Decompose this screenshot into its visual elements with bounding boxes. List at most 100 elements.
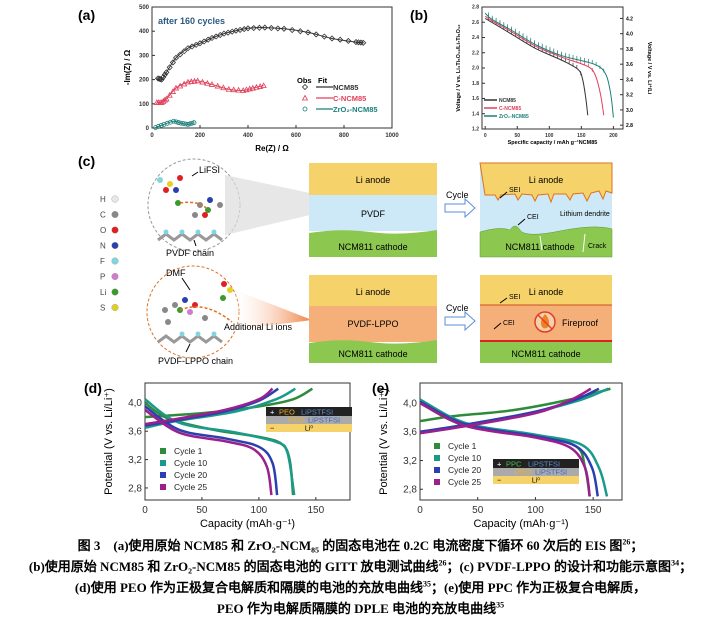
legend-swatch: [434, 479, 440, 485]
legend-swatch: [434, 443, 440, 449]
y-tick-label: 2.2: [472, 50, 479, 56]
charge-curve-cycle-20: [419, 387, 600, 434]
legend-entry: Cycle 25: [174, 482, 207, 492]
cell-top-anode: Li anode: [356, 175, 391, 185]
caption-line-2: (b)使用原始 NCM85 和 ZrO₂-NCM85 的固态电池的 GITT 放…: [0, 556, 721, 575]
data-point-diamond: [280, 25, 288, 32]
data-point-circle: [178, 120, 184, 126]
atom-label-f: F: [100, 257, 105, 266]
x-tick-label: 150: [585, 505, 602, 516]
y-right-tick-label: 3.0: [626, 108, 633, 114]
data-point-triangle: [184, 78, 192, 85]
y-tick-label: 2.4: [472, 35, 479, 41]
discharge-curve-cycle-20: [419, 400, 599, 497]
data-point-diamond: [160, 74, 167, 81]
legend-entry: ZrO₂-NCM85: [499, 114, 529, 120]
inset-anode-layer: [493, 476, 579, 484]
y-axis-label: Potential (V vs. Li/Li⁺): [103, 388, 115, 495]
caption-ref: 35: [422, 579, 431, 589]
cycled-top-anode: Li anode: [529, 175, 564, 185]
caption-line-4: PEO 作为电解质隔膜的 DPLE 电池的充放电曲线35: [0, 598, 721, 617]
plot-frame: [144, 382, 351, 501]
y-right-tick-label: 4.0: [626, 32, 633, 38]
atom-s-icon: [111, 304, 119, 312]
data-point-diamond: [189, 43, 196, 50]
y-tick-label: 1.8: [472, 81, 479, 87]
data-point-diamond: [345, 37, 352, 44]
annotation-after-cycles: after 160 cycles: [158, 16, 225, 26]
data-point-diamond: [297, 28, 304, 35]
label-additional-li-ions: Additional Li ions: [224, 322, 293, 332]
legend-entry: Cycle 1: [174, 446, 203, 456]
x-tick-label: 150: [577, 133, 586, 139]
caption-text: (d)使用 PEO 作为正极复合电解质和隔膜的电池的充放电曲线: [74, 580, 423, 595]
data-point-diamond: [158, 76, 165, 83]
data-point-diamond: [352, 39, 360, 46]
discharge-curve-1: [484, 15, 605, 116]
data-point-triangle: [199, 78, 206, 85]
legend-entry: Cycle 20: [448, 465, 481, 475]
y-right-tick-label: 4.2: [626, 16, 633, 22]
cell-bottom-electrolyte: PVDF-LPPO: [347, 319, 398, 329]
y-tick-label: 400: [139, 29, 150, 35]
caption-ref: 26: [622, 537, 631, 547]
atom-label-s: S: [100, 304, 105, 313]
data-point-triangle: [214, 82, 221, 89]
legend-header-fit: Fit: [318, 76, 328, 85]
caption-text: ；: [630, 538, 644, 553]
data-point-diamond: [274, 25, 281, 32]
atom-label-p: P: [100, 273, 105, 282]
inset-separator-polymer: PEO: [288, 416, 304, 425]
y-right-tick-label: 2.8: [626, 123, 633, 129]
y-tick-label: 0: [146, 126, 150, 132]
caption-ref: 34: [671, 558, 680, 568]
discharge-curve-0: [484, 18, 589, 116]
figure: (a) (b) (c) (d) (e) 0 200 400 600 800 1000010…: [78, 5, 653, 530]
caption-text: ；(e)使用 PPC 作为正极复合电解质，: [430, 580, 647, 595]
plot-frame: [151, 6, 393, 129]
plot-frame: [419, 382, 623, 501]
inset-separator-polymer: PEO: [515, 468, 531, 477]
discharge-curve-cycle-25: [419, 401, 591, 497]
data-point-diamond: [169, 59, 176, 66]
data-point-triangle: [253, 83, 260, 90]
data-point-diamond: [261, 24, 268, 31]
data-point-circle: [176, 120, 181, 125]
label-pvdf-chain: PVDF chain: [166, 248, 214, 258]
data-point-triangle: [260, 82, 267, 89]
y-tick-label: 3,6: [128, 427, 142, 438]
legend-entry: Cycle 1: [448, 441, 477, 451]
data-point-circle: [191, 120, 197, 126]
label-pvdf-lppo-chain: PVDF-LPPO chain: [158, 356, 233, 366]
y-tick-label: 3,2: [128, 455, 142, 466]
x-tick-label: 100: [527, 505, 544, 516]
y-axis-label: -Im(Z) / Ω: [123, 49, 132, 85]
zoom-cone-top: [225, 175, 310, 235]
charge-curve-cycle-25: [144, 387, 274, 426]
cell-pvdf-lppo-cycled: Li anode SEI CEI Fireproof NCM811 cathod…: [480, 275, 612, 363]
cell-bottom-anode: Li anode: [356, 287, 391, 297]
x-tick-label: 600: [291, 133, 302, 139]
x-tick-label: 0: [142, 505, 148, 516]
inset-anode-layer: [266, 424, 352, 432]
data-point-diamond: [357, 39, 364, 46]
panel-label-b: (b): [410, 7, 428, 23]
data-point-diamond: [184, 45, 192, 52]
atom-label-h: H: [100, 195, 106, 204]
data-point-triangle: [169, 88, 177, 94]
zoom-cone-bottom: [235, 290, 312, 330]
cell-pvdf: Li anode PVDF NCM811 cathode: [309, 163, 437, 257]
x-tick-label: 0: [417, 505, 423, 516]
x-tick-label: 1000: [385, 133, 399, 139]
data-point-diamond: [166, 64, 173, 71]
cycled-bottom-anode: Li anode: [529, 287, 564, 297]
x-tick-label: 400: [243, 133, 254, 139]
inset-separator-layer: [493, 468, 579, 476]
legend-swatch: [160, 460, 166, 466]
caption-text: PEO 作为电解质隔膜的 DPLE 电池的充放电曲线: [216, 601, 497, 616]
molecule-bottom: [157, 281, 233, 344]
inset-plus-sign: +: [270, 408, 275, 417]
label-lifsi: LiFSI: [199, 165, 220, 175]
y-axis-label: Potential (V vs. Li/Li⁺): [378, 388, 390, 495]
legend-entry: C-NCM85: [499, 106, 521, 112]
